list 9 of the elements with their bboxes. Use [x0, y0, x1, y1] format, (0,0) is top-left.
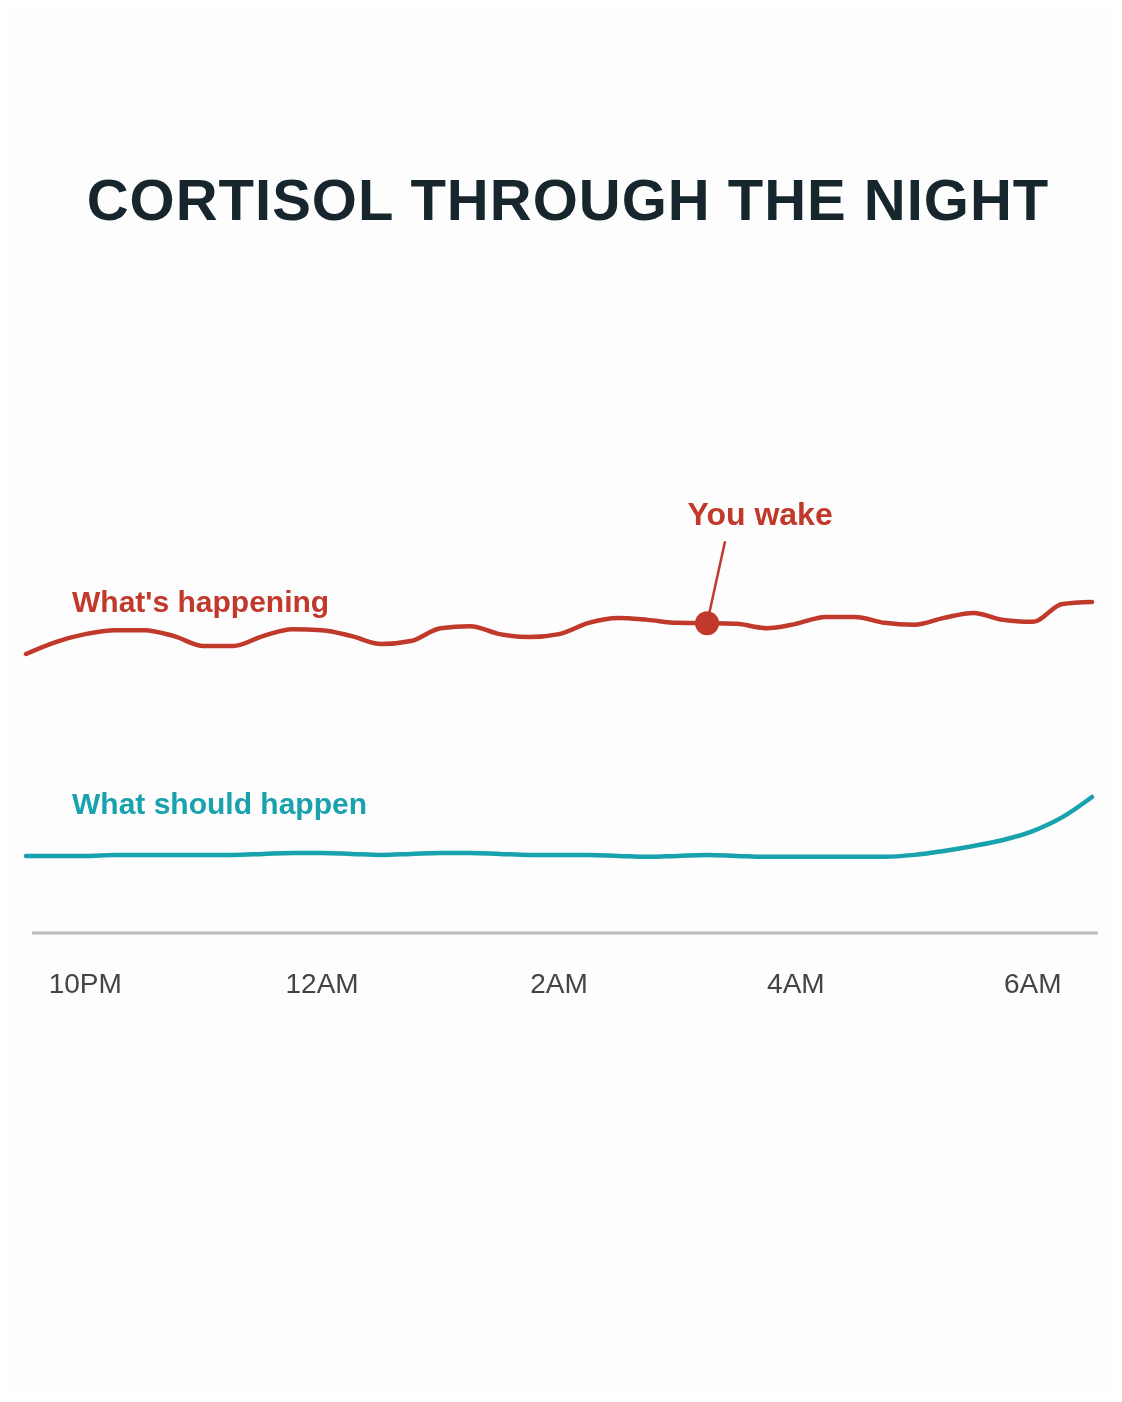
chart-title: CORTISOL THROUGH THE NIGHT	[86, 167, 1050, 232]
x-tick-label: 2AM	[530, 968, 588, 999]
x-tick-label: 4AM	[767, 968, 825, 999]
series-label: What's happening	[72, 584, 330, 618]
annotation: You wake	[687, 496, 833, 533]
x-tick-label: 12AM	[285, 968, 359, 999]
series-label: What should happen	[72, 786, 367, 820]
x-tick-label: 10PM	[48, 968, 122, 999]
x-tick-label: 6AM	[1003, 968, 1062, 999]
